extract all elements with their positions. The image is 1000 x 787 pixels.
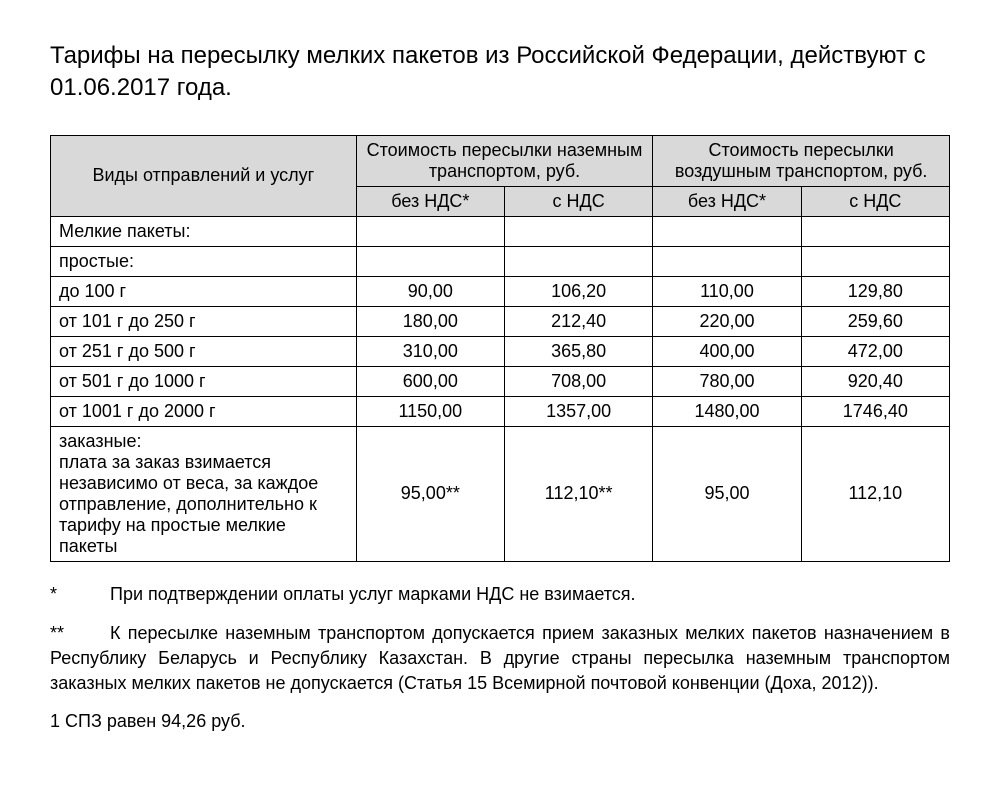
footnote-1: *При подтверждении оплаты услуг марками …	[50, 582, 950, 607]
row-val: 920,40	[801, 366, 949, 396]
footnote-1-marker: *	[50, 582, 110, 607]
row-label: от 501 г до 1000 г	[51, 366, 357, 396]
footnote-2-marker: **	[50, 621, 110, 646]
row-val: 180,00	[356, 306, 504, 336]
row-val: 259,60	[801, 306, 949, 336]
header-ground: Стоимость пересылки наземным транспортом…	[356, 135, 653, 186]
row-val: 212,40	[504, 306, 652, 336]
row-val: 1746,40	[801, 396, 949, 426]
table-row: от 101 г до 250 г 180,00 212,40 220,00 2…	[51, 306, 950, 336]
row-val: 1480,00	[653, 396, 801, 426]
section-small-packages: Мелкие пакеты:	[51, 216, 357, 246]
section-simple: простые:	[51, 246, 357, 276]
row-val: 708,00	[504, 366, 652, 396]
row-val: 310,00	[356, 336, 504, 366]
row-val: 220,00	[653, 306, 801, 336]
row-val: 112,10	[801, 426, 949, 561]
row-val: 780,00	[653, 366, 801, 396]
page-title: Тарифы на пересылку мелких пакетов из Ро…	[50, 40, 950, 105]
row-label: от 251 г до 500 г	[51, 336, 357, 366]
row-val: 1150,00	[356, 396, 504, 426]
tariff-table: Виды отправлений и услуг Стоимость перес…	[50, 135, 950, 562]
row-label: от 101 г до 250 г	[51, 306, 357, 336]
row-val: 90,00	[356, 276, 504, 306]
row-val: 110,00	[653, 276, 801, 306]
row-val: 1357,00	[504, 396, 652, 426]
table-row: от 1001 г до 2000 г 1150,00 1357,00 1480…	[51, 396, 950, 426]
row-val: 365,80	[504, 336, 652, 366]
row-val: 95,00	[653, 426, 801, 561]
header-ground-without-vat: без НДС*	[356, 186, 504, 216]
header-air-without-vat: без НДС*	[653, 186, 801, 216]
row-val: 112,10**	[504, 426, 652, 561]
footnote-1-text: При подтверждении оплаты услуг марками Н…	[110, 584, 636, 604]
row-val: 129,80	[801, 276, 949, 306]
header-services: Виды отправлений и услуг	[51, 135, 357, 216]
footnote-2-text: К пересылке наземным транспортом допуска…	[50, 623, 950, 693]
header-ground-with-vat: с НДС	[504, 186, 652, 216]
row-val: 106,20	[504, 276, 652, 306]
row-val: 95,00**	[356, 426, 504, 561]
table-row-registered: заказные: плата за заказ взимается незав…	[51, 426, 950, 561]
footnote-2: **К пересылке наземным транспортом допус…	[50, 621, 950, 697]
sdr-rate: 1 СПЗ равен 94,26 руб.	[50, 711, 950, 732]
table-row: от 501 г до 1000 г 600,00 708,00 780,00 …	[51, 366, 950, 396]
row-label: до 100 г	[51, 276, 357, 306]
header-air: Стоимость пересылки воздушным транспорто…	[653, 135, 950, 186]
row-label: от 1001 г до 2000 г	[51, 396, 357, 426]
header-air-with-vat: с НДС	[801, 186, 949, 216]
row-val: 472,00	[801, 336, 949, 366]
table-row: до 100 г 90,00 106,20 110,00 129,80	[51, 276, 950, 306]
table-row: от 251 г до 500 г 310,00 365,80 400,00 4…	[51, 336, 950, 366]
row-val: 600,00	[356, 366, 504, 396]
row-val: 400,00	[653, 336, 801, 366]
row-label-registered: заказные: плата за заказ взимается незав…	[51, 426, 357, 561]
